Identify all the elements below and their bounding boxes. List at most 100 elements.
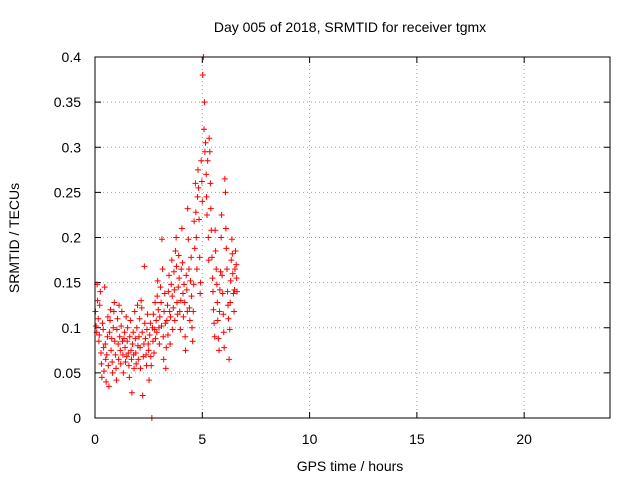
data-point <box>161 308 168 315</box>
data-point <box>113 365 120 372</box>
data-point <box>229 250 236 257</box>
y-tick-labels: 0 0.05 0.1 0.15 0.2 0.25 0.3 0.35 0.4 <box>54 49 81 426</box>
data-point <box>205 234 212 241</box>
data-point <box>150 311 157 318</box>
data-point <box>221 344 228 351</box>
data-point <box>215 335 222 342</box>
data-point <box>144 311 151 318</box>
data-point <box>227 299 234 306</box>
data-point <box>137 365 144 372</box>
y-tick-label: 0.35 <box>54 94 81 110</box>
data-point <box>191 245 198 252</box>
data-point <box>166 272 173 279</box>
data-point <box>155 306 162 313</box>
data-point <box>168 257 175 264</box>
data-point <box>173 263 180 270</box>
data-point <box>98 374 105 381</box>
data-point <box>134 302 141 309</box>
data-point <box>223 266 230 273</box>
data-point <box>182 347 189 354</box>
data-point <box>216 286 223 293</box>
data-point <box>226 356 233 363</box>
data-point <box>179 290 186 297</box>
data-point <box>206 135 213 142</box>
y-tick-label: 0.05 <box>54 365 81 381</box>
x-axis-title: GPS time / hours <box>297 458 404 474</box>
data-point <box>147 353 154 360</box>
data-point <box>106 329 113 336</box>
data-point <box>175 252 182 259</box>
data-point <box>96 331 103 338</box>
data-point <box>186 317 193 324</box>
data-point <box>164 302 171 309</box>
data-point <box>167 340 174 347</box>
x-tick-label: 20 <box>516 431 532 447</box>
data-point <box>156 313 163 320</box>
data-point <box>130 329 137 336</box>
data-point <box>198 157 205 164</box>
data-point <box>227 277 234 284</box>
data-point <box>141 320 148 327</box>
data-point <box>223 245 230 252</box>
data-point <box>205 257 212 264</box>
data-point <box>98 350 105 357</box>
data-point <box>218 234 225 241</box>
data-point <box>232 248 239 255</box>
data-point <box>184 308 191 315</box>
data-point <box>207 205 214 212</box>
data-point <box>206 148 213 155</box>
data-point <box>114 315 121 322</box>
data-point <box>143 326 150 333</box>
data-point <box>219 272 226 279</box>
y-tick-label: 0.15 <box>54 275 81 291</box>
data-point <box>233 275 240 282</box>
data-point <box>104 333 111 340</box>
data-point <box>125 362 132 369</box>
data-point <box>226 326 233 333</box>
data-point <box>171 286 178 293</box>
y-axis-title: SRMTID / TECUs <box>6 183 22 293</box>
data-point <box>125 350 132 357</box>
data-point <box>146 331 153 338</box>
data-point <box>210 306 217 313</box>
data-point <box>190 308 197 315</box>
data-point <box>112 351 119 358</box>
data-point <box>195 166 201 173</box>
data-point <box>98 360 105 367</box>
grid-lines <box>95 57 610 418</box>
data-point <box>135 333 142 340</box>
data-point <box>120 335 127 342</box>
data-point <box>102 340 109 347</box>
data-point <box>153 329 160 336</box>
data-point <box>192 209 199 216</box>
data-point <box>234 288 241 295</box>
data-point <box>204 211 211 218</box>
data-point <box>198 178 205 185</box>
data-point <box>99 320 106 327</box>
data-point <box>183 286 190 293</box>
data-point <box>196 216 203 223</box>
data-point <box>101 284 108 291</box>
data-point <box>126 333 133 340</box>
data-point <box>188 293 195 300</box>
data-point <box>113 326 120 333</box>
data-point <box>218 211 225 218</box>
data-point <box>107 317 114 324</box>
data-point <box>186 304 193 311</box>
data-point <box>131 308 138 315</box>
data-point <box>177 297 184 304</box>
data-point <box>188 324 195 331</box>
data-point <box>100 344 107 351</box>
data-point <box>220 311 227 318</box>
data-point <box>103 378 110 385</box>
data-point <box>195 184 202 191</box>
data-point <box>163 317 170 324</box>
data-point <box>129 340 136 347</box>
data-point <box>175 284 182 291</box>
data-point <box>118 308 125 315</box>
data-point <box>167 313 174 320</box>
data-point <box>170 268 177 275</box>
data-point <box>201 126 208 133</box>
data-point <box>178 225 185 232</box>
data-point <box>127 317 134 324</box>
